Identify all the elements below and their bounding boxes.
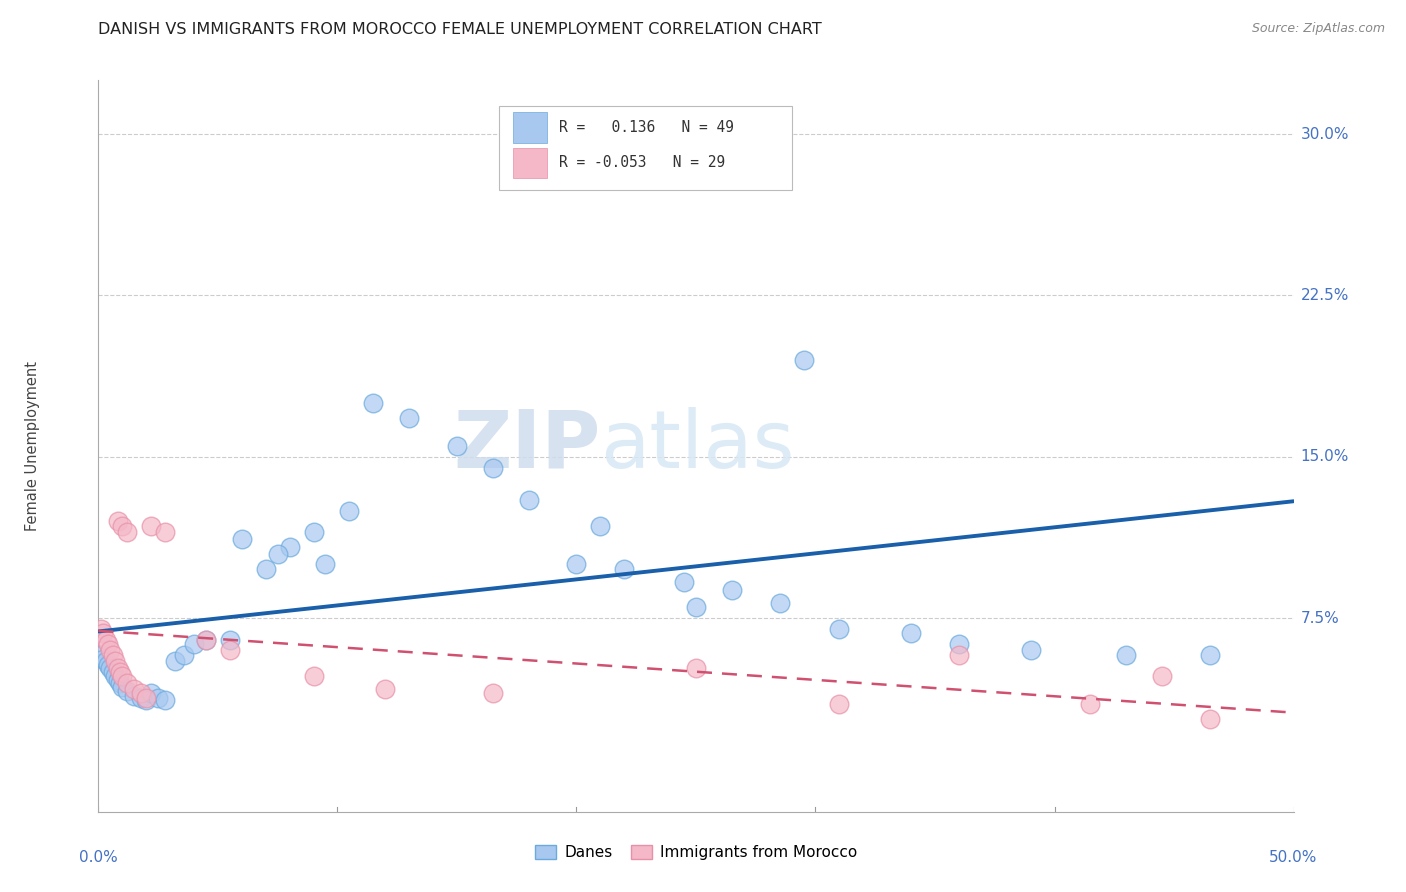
- Point: [446, 439, 468, 453]
- Point: [135, 690, 157, 705]
- Point: [302, 524, 325, 539]
- Point: [111, 680, 134, 694]
- Point: [337, 503, 360, 517]
- Point: [278, 540, 301, 554]
- Text: 7.5%: 7.5%: [1301, 611, 1340, 625]
- Point: [231, 532, 253, 546]
- Point: [374, 682, 396, 697]
- Point: [1080, 697, 1102, 711]
- Point: [97, 637, 120, 651]
- Point: [768, 596, 790, 610]
- Point: [1198, 712, 1220, 726]
- Point: [948, 648, 970, 662]
- Point: [94, 632, 117, 647]
- Text: 0.0%: 0.0%: [79, 850, 118, 865]
- Point: [101, 665, 124, 679]
- Point: [107, 673, 129, 688]
- Point: [828, 697, 851, 711]
- Point: [900, 626, 922, 640]
- Point: [98, 660, 122, 674]
- Point: [398, 411, 420, 425]
- Text: R = -0.053   N = 29: R = -0.053 N = 29: [558, 155, 724, 170]
- Text: 30.0%: 30.0%: [1301, 127, 1348, 142]
- Point: [194, 632, 217, 647]
- Text: 50.0%: 50.0%: [1270, 850, 1317, 865]
- Point: [111, 669, 134, 683]
- Bar: [513, 112, 547, 144]
- Point: [97, 658, 120, 673]
- Point: [1115, 648, 1137, 662]
- Text: DANISH VS IMMIGRANTS FROM MOROCCO FEMALE UNEMPLOYMENT CORRELATION CHART: DANISH VS IMMIGRANTS FROM MOROCCO FEMALE…: [98, 22, 823, 37]
- Text: 22.5%: 22.5%: [1301, 288, 1348, 303]
- Point: [111, 518, 134, 533]
- Point: [613, 561, 636, 575]
- Point: [793, 353, 815, 368]
- Point: [124, 682, 146, 697]
- Point: [108, 675, 131, 690]
- Point: [1198, 648, 1220, 662]
- Point: [124, 689, 146, 703]
- Point: [517, 492, 540, 507]
- Point: [108, 665, 131, 679]
- Bar: [513, 147, 547, 178]
- Point: [163, 654, 186, 668]
- Point: [139, 518, 162, 533]
- Point: [315, 558, 337, 572]
- FancyBboxPatch shape: [499, 106, 792, 190]
- Point: [828, 622, 851, 636]
- Point: [148, 690, 170, 705]
- Point: [104, 669, 127, 683]
- Text: Source: ZipAtlas.com: Source: ZipAtlas.com: [1251, 22, 1385, 36]
- Point: [98, 643, 122, 657]
- Point: [565, 558, 588, 572]
- Point: [91, 626, 114, 640]
- Point: [115, 524, 138, 539]
- Point: [685, 660, 707, 674]
- Point: [173, 648, 195, 662]
- Point: [948, 637, 970, 651]
- Point: [90, 622, 112, 636]
- Point: [107, 514, 129, 528]
- Text: 15.0%: 15.0%: [1301, 450, 1348, 464]
- Point: [1019, 643, 1042, 657]
- Point: [721, 583, 744, 598]
- Point: [302, 669, 325, 683]
- Text: Female Unemployment: Female Unemployment: [25, 361, 41, 531]
- Point: [135, 693, 157, 707]
- Text: ZIP: ZIP: [453, 407, 600, 485]
- Point: [115, 675, 138, 690]
- Point: [104, 654, 127, 668]
- Text: atlas: atlas: [600, 407, 794, 485]
- Point: [589, 518, 612, 533]
- Point: [363, 396, 385, 410]
- Point: [183, 637, 205, 651]
- Point: [194, 632, 217, 647]
- Point: [267, 547, 290, 561]
- Point: [685, 600, 707, 615]
- Point: [219, 643, 242, 657]
- Point: [115, 684, 138, 698]
- Legend: Danes, Immigrants from Morocco: Danes, Immigrants from Morocco: [529, 839, 863, 866]
- Point: [91, 652, 114, 666]
- Point: [1150, 669, 1173, 683]
- Point: [155, 524, 177, 539]
- Point: [101, 648, 124, 662]
- Point: [155, 693, 177, 707]
- Point: [481, 460, 505, 475]
- Text: R =   0.136   N = 49: R = 0.136 N = 49: [558, 120, 734, 136]
- Point: [94, 654, 117, 668]
- Point: [254, 561, 277, 575]
- Point: [131, 690, 153, 705]
- Point: [481, 686, 505, 700]
- Point: [90, 648, 112, 662]
- Point: [733, 170, 755, 185]
- Point: [131, 686, 153, 700]
- Point: [219, 632, 242, 647]
- Point: [107, 660, 129, 674]
- Point: [139, 686, 162, 700]
- Point: [673, 574, 696, 589]
